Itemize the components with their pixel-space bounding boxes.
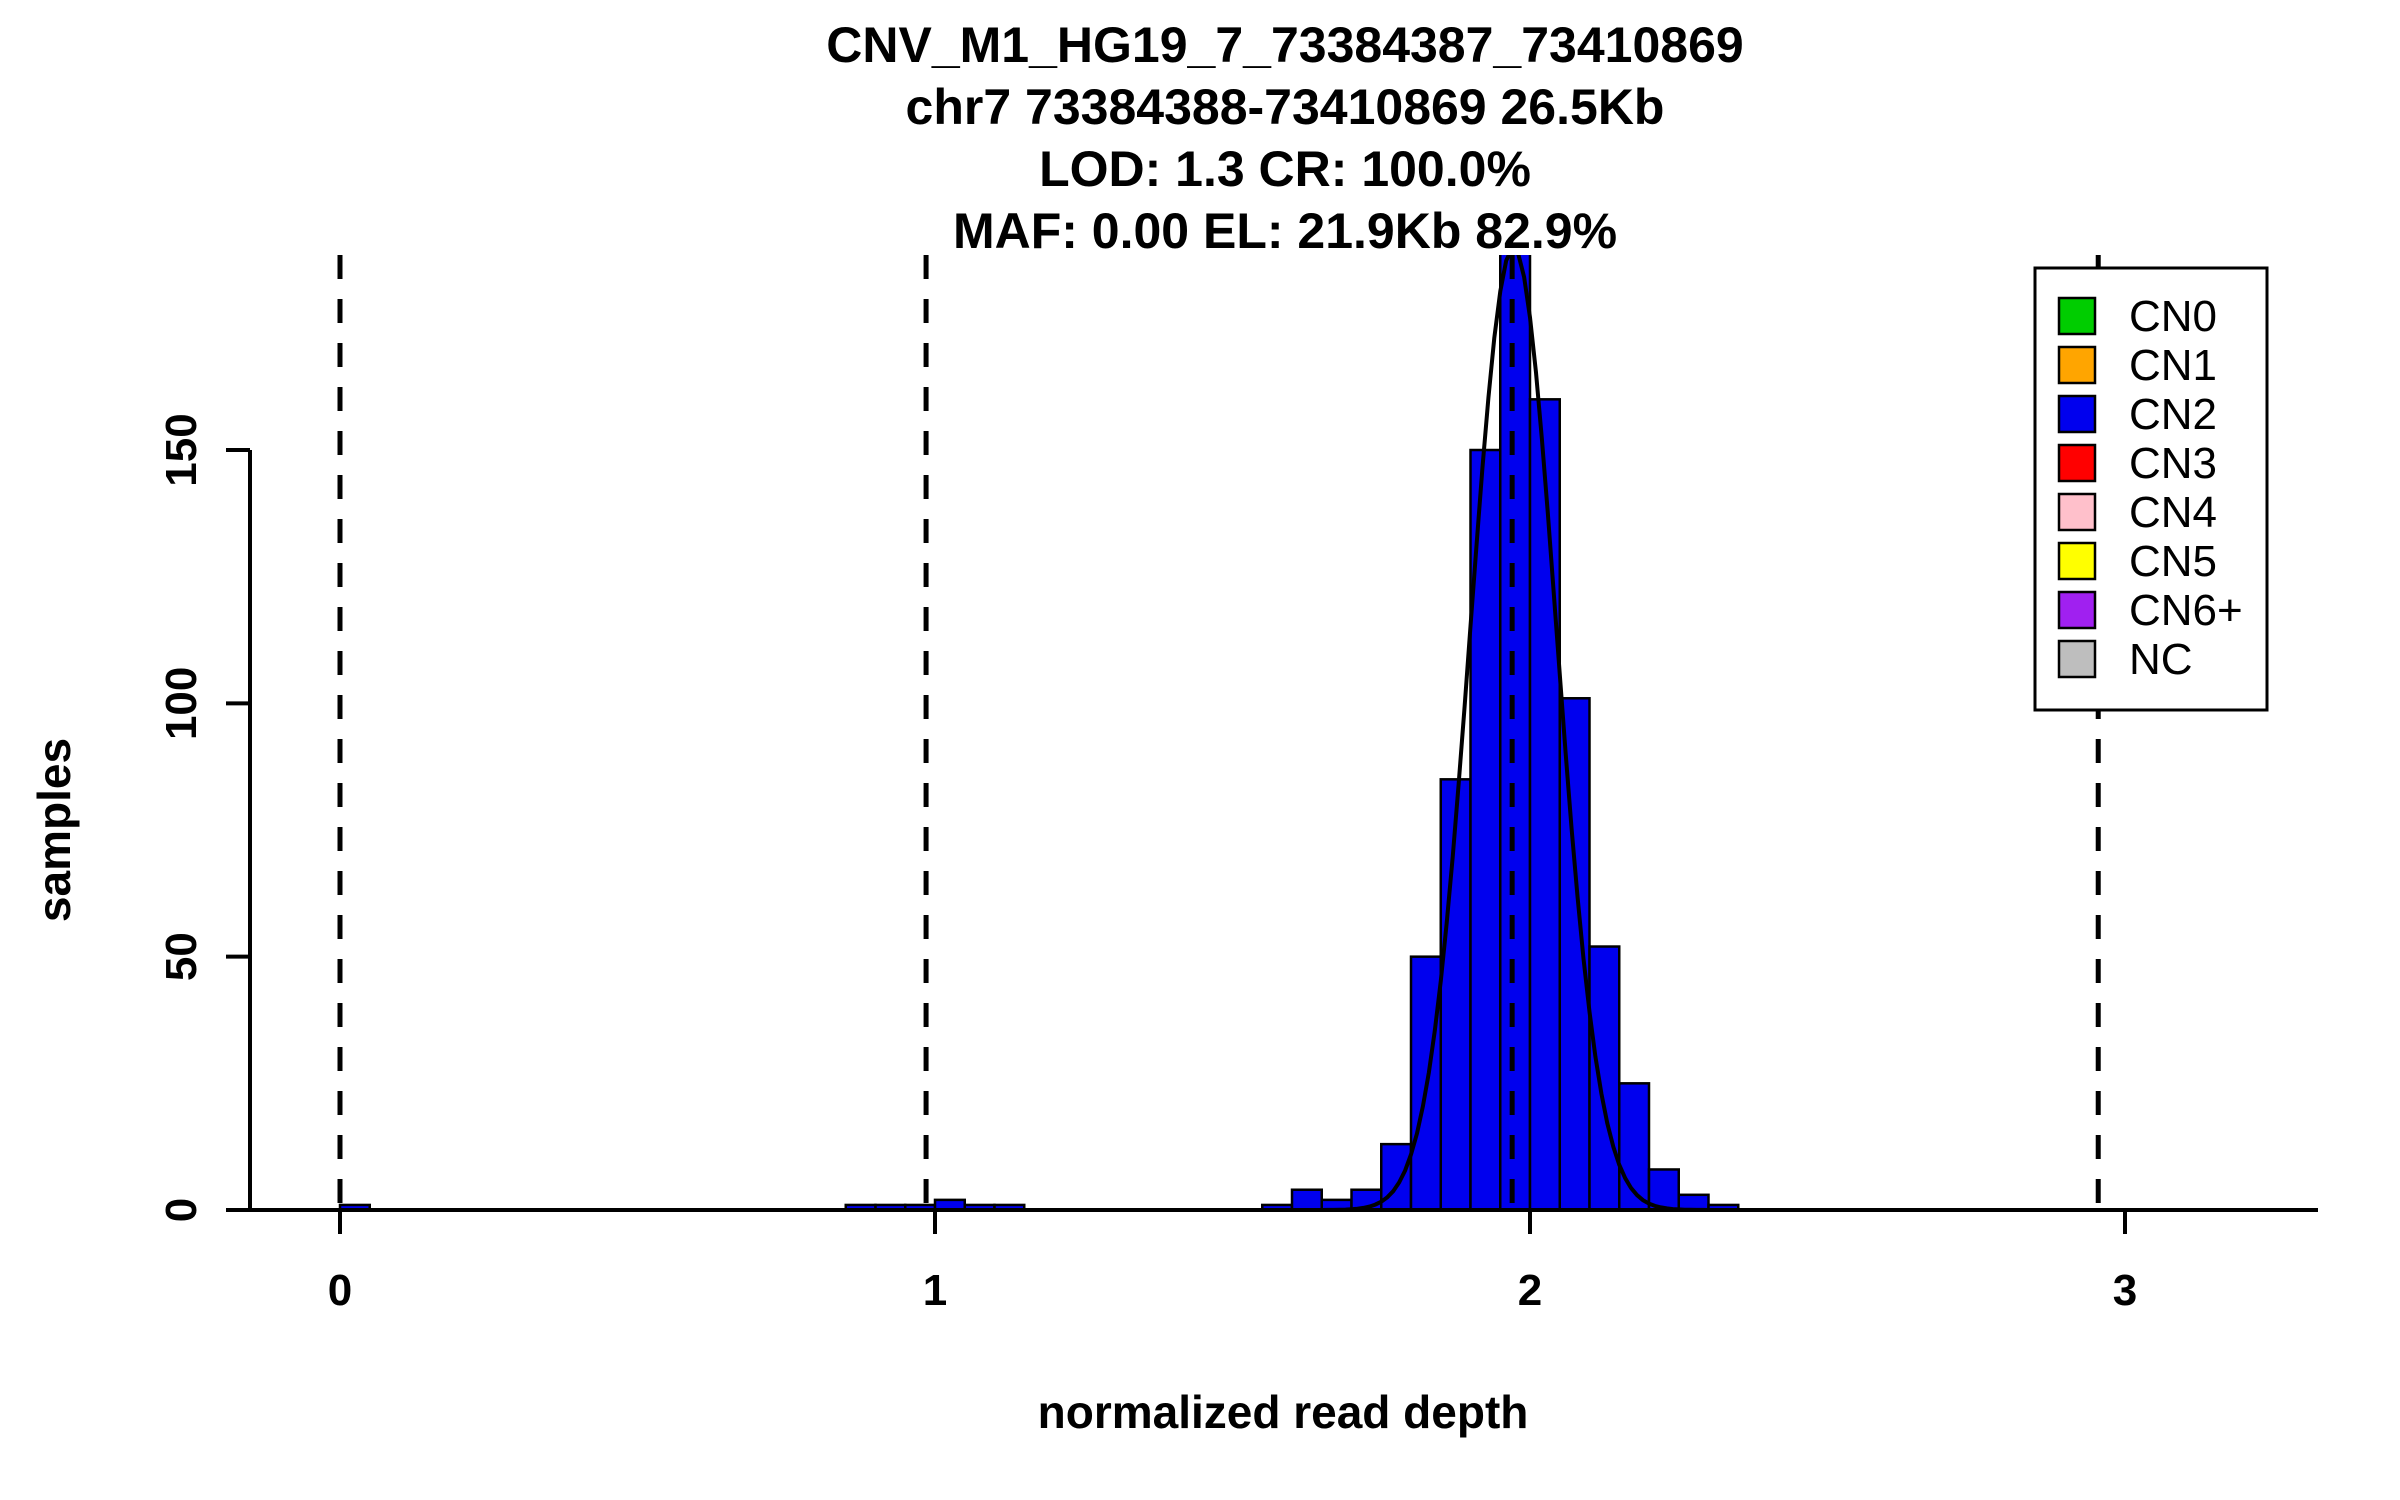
legend-swatch-cn4 <box>2057 492 2097 532</box>
legend-swatch-cn1 <box>2057 345 2097 385</box>
histogram-bar <box>1588 945 1621 1210</box>
legend-label-cn1: CN1 <box>2129 341 2217 390</box>
y-tick-label: 100 <box>157 667 206 740</box>
legend-label-cn5: CN5 <box>2129 537 2217 586</box>
legend-border <box>2033 266 2269 712</box>
legend-swatch-cn6plus <box>2057 590 2097 630</box>
histogram-bar <box>1707 1203 1740 1210</box>
y-tick-label: 50 <box>157 932 206 981</box>
histogram-bar <box>1499 255 1532 1210</box>
histogram-bars <box>338 255 1740 1210</box>
histogram-bar <box>1558 697 1591 1210</box>
x-tick-label: 0 <box>328 1266 352 1315</box>
legend-swatch-cn5 <box>2057 541 2097 581</box>
legend-label-cn0: CN0 <box>2129 292 2217 341</box>
legend-label-cn6plus: CN6+ <box>2129 586 2243 635</box>
chart-title-block: CNV_M1_HG19_7_73384387_73410869 chr7 733… <box>826 17 1743 259</box>
dashed-guide-lines <box>337 255 2101 1210</box>
histogram-bar <box>1290 1188 1323 1210</box>
legend-swatch-cn3 <box>2057 443 2097 483</box>
histogram-bar <box>1677 1193 1710 1210</box>
chart-title-line-2: chr7 73384388-73410869 26.5Kb <box>906 79 1665 135</box>
gaussian-curve-path <box>268 255 2304 1210</box>
legend-label-cn4: CN4 <box>2129 488 2217 537</box>
chart-title-line-3: LOD: 1.3 CR: 100.0% <box>1039 141 1531 197</box>
x-tick-label: 1 <box>923 1266 947 1315</box>
x-axis-label: normalized read depth <box>1038 1386 1529 1438</box>
x-tick-label: 3 <box>2113 1266 2137 1315</box>
chart-title-line-1: CNV_M1_HG19_7_73384387_73410869 <box>826 17 1743 73</box>
histogram-bar <box>1528 398 1561 1210</box>
legend-label-nc: NC <box>2129 635 2193 684</box>
legend-swatch-cn0 <box>2057 296 2097 336</box>
y-axis-label: samples <box>28 738 80 922</box>
y-tick-label: 0 <box>157 1198 206 1222</box>
histogram-bar <box>1647 1168 1680 1210</box>
chart-title-line-4: MAF: 0.00 EL: 21.9Kb 82.9% <box>953 203 1617 259</box>
histogram-bar <box>993 1203 1026 1210</box>
y-tick-label: 150 <box>157 413 206 486</box>
histogram-bar <box>338 1203 371 1210</box>
legend-label-cn2: CN2 <box>2129 390 2217 439</box>
fitted-gaussian-curve <box>268 255 2304 1210</box>
legend-swatch-nc <box>2057 639 2097 679</box>
axes: 0 1 2 3 0 50 100 150 <box>157 413 2318 1315</box>
legend-label-cn3: CN3 <box>2129 439 2217 488</box>
x-tick-label: 2 <box>1518 1266 1542 1315</box>
legend-swatch-cn2 <box>2057 394 2097 434</box>
